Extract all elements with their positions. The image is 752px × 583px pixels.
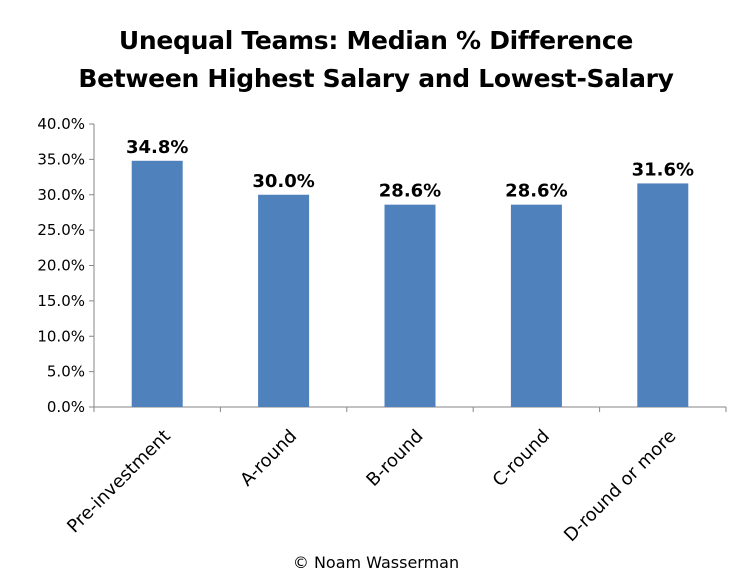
bar <box>384 204 436 407</box>
y-tick-label: 35.0% <box>37 150 85 168</box>
x-tick-label: B-round <box>362 426 427 491</box>
copyright-credit: © Noam Wasserman <box>292 553 460 572</box>
y-tick-label: 10.0% <box>37 327 85 345</box>
y-tick-label: 30.0% <box>37 186 85 204</box>
x-tick-label: Pre-investment <box>63 426 175 538</box>
x-tick-label: A-round <box>236 426 301 491</box>
y-tick-label: 5.0% <box>47 363 85 381</box>
y-tick-label: 20.0% <box>37 257 85 275</box>
x-tick-label: C-round <box>489 426 554 491</box>
bar <box>510 204 562 407</box>
x-tick-label: D-round or more <box>560 426 680 546</box>
data-label: 28.6% <box>505 181 567 202</box>
y-tick-label: 40.0% <box>37 115 85 133</box>
data-label: 28.6% <box>379 181 441 202</box>
y-tick-label: 0.0% <box>47 398 85 416</box>
chart-title: Unequal Teams: Median % Difference Betwe… <box>0 22 752 98</box>
bar <box>258 194 310 407</box>
data-label: 30.0% <box>252 171 314 192</box>
y-tick-label: 25.0% <box>37 221 85 239</box>
y-tick-label: 15.0% <box>37 292 85 310</box>
chart-title-line-1: Unequal Teams: Median % Difference <box>118 26 634 55</box>
bar <box>131 160 183 407</box>
bar <box>637 183 689 407</box>
data-label: 31.6% <box>632 159 694 180</box>
chart-title-line-2: Between Highest Salary and Lowest-Salary <box>78 64 674 93</box>
data-label: 34.8% <box>126 137 188 158</box>
